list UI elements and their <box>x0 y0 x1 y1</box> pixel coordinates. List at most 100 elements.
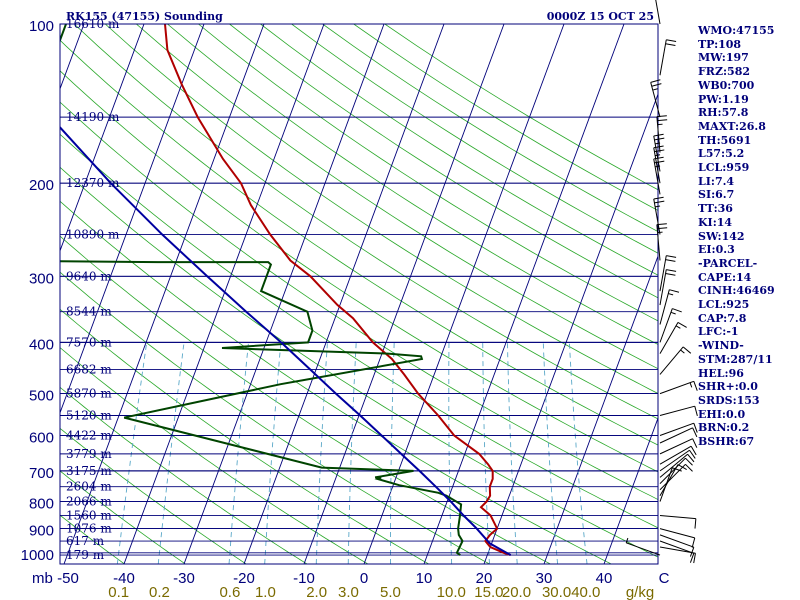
plot-frame <box>59 23 659 565</box>
barb-flag <box>689 449 696 459</box>
mixing-ratio-line <box>264 342 282 564</box>
temperature-line <box>164 24 512 557</box>
index-line: LCL:925 <box>698 298 750 312</box>
sounding-profiles <box>60 24 512 557</box>
height-label: 3175 m <box>66 464 112 478</box>
index-line: SRDS:153 <box>698 393 760 407</box>
temperature-tick-label: -50 <box>57 570 79 587</box>
isotherm <box>543 254 658 564</box>
barb-half-flag <box>680 349 685 354</box>
barb-flag <box>693 553 696 564</box>
wind-barb <box>659 39 677 76</box>
isotherm <box>60 24 205 415</box>
mixing-ratio-line <box>542 342 559 564</box>
barb-staff <box>655 0 661 25</box>
isotherm <box>0 24 24 564</box>
parcel-line <box>60 125 512 556</box>
wind-barb <box>659 405 698 416</box>
height-label: 9640 m <box>66 269 112 283</box>
isotherm <box>303 24 505 564</box>
height-label: 617 m <box>66 534 105 548</box>
isotherm <box>123 24 325 564</box>
pressure-label: 400 <box>29 336 54 353</box>
index-line: TP:108 <box>698 37 742 51</box>
barb-staff <box>659 449 690 472</box>
dry-adiabat <box>229 24 658 299</box>
mixing-ratio-label: 0.6 <box>219 584 240 600</box>
dry-adiabat <box>60 347 369 564</box>
pressure-label: 1000 <box>21 547 54 564</box>
barb-staff <box>659 380 694 395</box>
pressure-label: 800 <box>29 496 54 513</box>
dry-adiabat <box>73 24 658 420</box>
wind-barb <box>659 546 696 564</box>
isobars <box>60 23 658 556</box>
dry-adiabat <box>60 308 429 564</box>
mixing-ratio-line <box>116 342 148 564</box>
temperature-tick-label: -20 <box>233 570 255 587</box>
wind-barb <box>653 196 665 235</box>
mixing-ratio-line <box>315 342 328 564</box>
index-line: -WIND- <box>698 339 744 353</box>
mixing-ratio-label: 5.0 <box>380 584 401 600</box>
barb-flag <box>694 518 697 529</box>
barb-flag <box>685 463 693 472</box>
barb-flag <box>657 119 668 122</box>
index-line: LCL:959 <box>698 161 750 175</box>
temperature-tick-label: -30 <box>173 570 195 587</box>
dry-adiabat <box>60 514 125 564</box>
index-line: KI:14 <box>698 215 733 229</box>
index-line: WMO:47155 <box>698 24 775 37</box>
height-label: 7570 m <box>66 335 112 349</box>
mixing-ratio-line <box>448 342 453 564</box>
barb-staff <box>650 82 661 118</box>
dry-adiabat <box>60 200 612 564</box>
barb-staff <box>659 289 670 325</box>
barb-staff <box>659 308 673 343</box>
temperature-tick-label: -10 <box>293 570 315 587</box>
height-label: 12370 m <box>66 176 120 190</box>
wind-barb <box>659 269 677 306</box>
index-line: LI:7.4 <box>698 174 735 188</box>
barb-flag <box>693 381 698 391</box>
pressure-label: 200 <box>29 177 54 194</box>
index-line: BRN:0.2 <box>698 421 750 435</box>
wind-barb <box>659 534 695 557</box>
barb-half-flag <box>670 311 676 315</box>
barb-flag <box>665 43 676 46</box>
mixing-ratio-label: 40.0 <box>571 584 600 600</box>
barb-staff <box>659 453 688 478</box>
mixing-ratio-line <box>390 342 395 564</box>
temperature-tick-label: 30 <box>536 570 553 587</box>
height-label: 1076 m <box>66 522 112 536</box>
dry-adiabat <box>60 70 658 473</box>
pressure-label: 600 <box>29 429 54 446</box>
barb-staff <box>659 438 693 455</box>
barb-flag <box>654 200 665 204</box>
barb-flag <box>689 553 695 563</box>
dry-adiabat <box>260 24 658 276</box>
wind-barb <box>659 463 693 491</box>
height-label: 8544 m <box>66 305 112 319</box>
mixing-ratio-label: 20.0 <box>502 584 531 600</box>
pressure-label: 500 <box>29 388 54 405</box>
wind-barb <box>659 255 677 292</box>
barb-flag <box>692 438 698 448</box>
mixing-ratio-line <box>347 342 357 564</box>
isotherm <box>483 92 658 564</box>
index-line: PW:1.19 <box>698 92 749 106</box>
index-line: CAPE:14 <box>698 270 752 284</box>
wind-barb <box>659 438 698 455</box>
height-label: 16610 m <box>66 17 120 31</box>
barb-flag <box>672 467 682 472</box>
isotherm <box>60 24 145 253</box>
barb-flag <box>669 289 680 293</box>
mixing-ratio-line <box>228 342 249 564</box>
chart-title: RK155 (47155) Sounding <box>66 10 223 23</box>
index-line: L57:5.2 <box>698 147 745 161</box>
mixing-ratio-label: 0.1 <box>108 584 129 600</box>
wind-barb <box>659 427 698 444</box>
barb-staff <box>653 158 661 195</box>
wind-barb <box>659 453 695 478</box>
wind-barb <box>659 445 697 465</box>
